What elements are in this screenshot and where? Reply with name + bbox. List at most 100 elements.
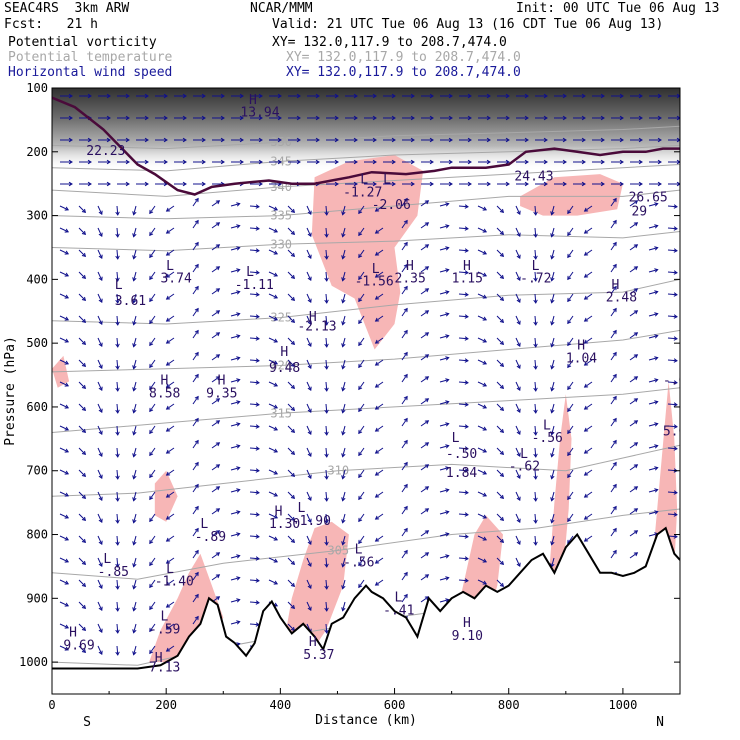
wind-vector <box>59 227 70 233</box>
wind-vector <box>306 535 312 546</box>
wind-vector <box>374 381 384 388</box>
extrema-label: 7.13 <box>149 661 180 676</box>
wind-vector <box>59 425 70 431</box>
wind-vector <box>358 403 365 413</box>
wind-vector <box>648 268 659 273</box>
wind-vector <box>341 249 346 260</box>
wind-vector <box>629 486 639 493</box>
wind-vector <box>249 402 260 407</box>
wind-vector <box>132 425 137 436</box>
wind-vector <box>306 469 312 480</box>
wind-vector <box>496 403 505 412</box>
wind-vector <box>567 227 574 237</box>
field-theta-name: Potential temperature <box>8 50 173 65</box>
wind-vector <box>667 446 678 451</box>
wind-vector <box>496 579 505 588</box>
extrema-label: 5.37 <box>303 648 334 663</box>
wind-vector <box>364 159 377 165</box>
extrema-label: -.56 <box>532 431 563 446</box>
wind-vector <box>250 181 263 187</box>
wind-vector <box>345 159 358 165</box>
wind-vector <box>667 226 678 231</box>
wind-vector <box>383 181 396 187</box>
wind-vector <box>149 469 156 479</box>
wind-vector <box>165 315 175 322</box>
wind-vector <box>132 535 137 546</box>
extrema-label: H <box>577 339 585 354</box>
wind-vector <box>550 513 555 524</box>
wind-vector <box>535 115 548 121</box>
wind-vector <box>629 332 639 339</box>
wind-vector <box>115 557 120 568</box>
wind-vector <box>358 513 365 523</box>
wind-vector <box>326 181 339 187</box>
wind-vector <box>402 137 415 143</box>
wind-vector <box>478 93 491 99</box>
wind-vector <box>287 535 296 544</box>
wind-vector <box>165 623 175 630</box>
extrema-label: 13.94 <box>240 106 279 121</box>
extrema-label: 1.30 <box>269 517 300 532</box>
wind-vector <box>583 403 593 410</box>
wind-vector <box>458 336 469 341</box>
extrema-label: -.50 <box>446 447 477 462</box>
wind-vector <box>374 425 384 432</box>
extrema-label: L <box>160 610 168 625</box>
wind-vector <box>583 271 593 278</box>
wind-vector <box>583 359 593 366</box>
wind-vector <box>230 466 241 471</box>
wind-vector <box>648 246 659 251</box>
pv-fill-region <box>548 394 572 580</box>
wind-vector <box>497 181 510 187</box>
wind-vector <box>496 469 505 478</box>
wind-vector <box>383 115 396 121</box>
wind-vector <box>550 381 555 392</box>
wind-vector <box>324 315 329 326</box>
wind-vector <box>420 464 430 471</box>
wind-vector <box>132 337 137 348</box>
wind-vector <box>165 579 175 586</box>
wind-vector <box>307 137 320 143</box>
wind-vector <box>78 579 87 588</box>
extrema-label: 3.74 <box>160 272 191 287</box>
wind-vector <box>533 293 538 304</box>
wind-vector <box>341 337 346 348</box>
wind-vector <box>78 623 87 632</box>
wind-vector <box>458 380 469 385</box>
wind-vector <box>212 137 225 143</box>
wind-vector <box>132 491 137 502</box>
wind-vector <box>341 557 346 568</box>
extrema-label: L <box>520 447 528 462</box>
wind-vector <box>554 137 567 143</box>
wind-vector <box>231 159 244 165</box>
wind-vector <box>401 593 408 603</box>
wind-vector <box>459 115 472 121</box>
wind-vector <box>230 224 241 229</box>
wind-vector <box>98 137 111 143</box>
wind-vector <box>630 159 643 165</box>
wind-vector <box>515 359 521 370</box>
wind-vector <box>583 227 593 234</box>
extrema-label: -.41 <box>383 603 414 618</box>
extrema-label: H <box>160 374 168 389</box>
wind-vector <box>249 490 260 495</box>
wind-vector <box>477 491 488 497</box>
wind-vector <box>149 645 156 655</box>
wind-vector <box>458 424 469 429</box>
wind-vector <box>567 403 574 413</box>
wind-vector <box>573 159 586 165</box>
wind-vector <box>459 159 472 165</box>
wind-vector <box>420 398 430 405</box>
x-end-label-south: S <box>83 715 91 730</box>
wind-vector <box>420 200 430 207</box>
wind-vector <box>211 574 221 581</box>
init-time: Init: 00 UTC Tue 06 Aug 13 <box>516 1 720 16</box>
wind-vector <box>79 93 92 99</box>
y-tick-label: 400 <box>26 272 48 286</box>
extrema-label: 9.35 <box>206 386 237 401</box>
wind-vector <box>149 535 156 545</box>
wind-vector <box>324 205 329 216</box>
wind-vector <box>420 288 430 295</box>
wind-vector <box>533 315 538 326</box>
